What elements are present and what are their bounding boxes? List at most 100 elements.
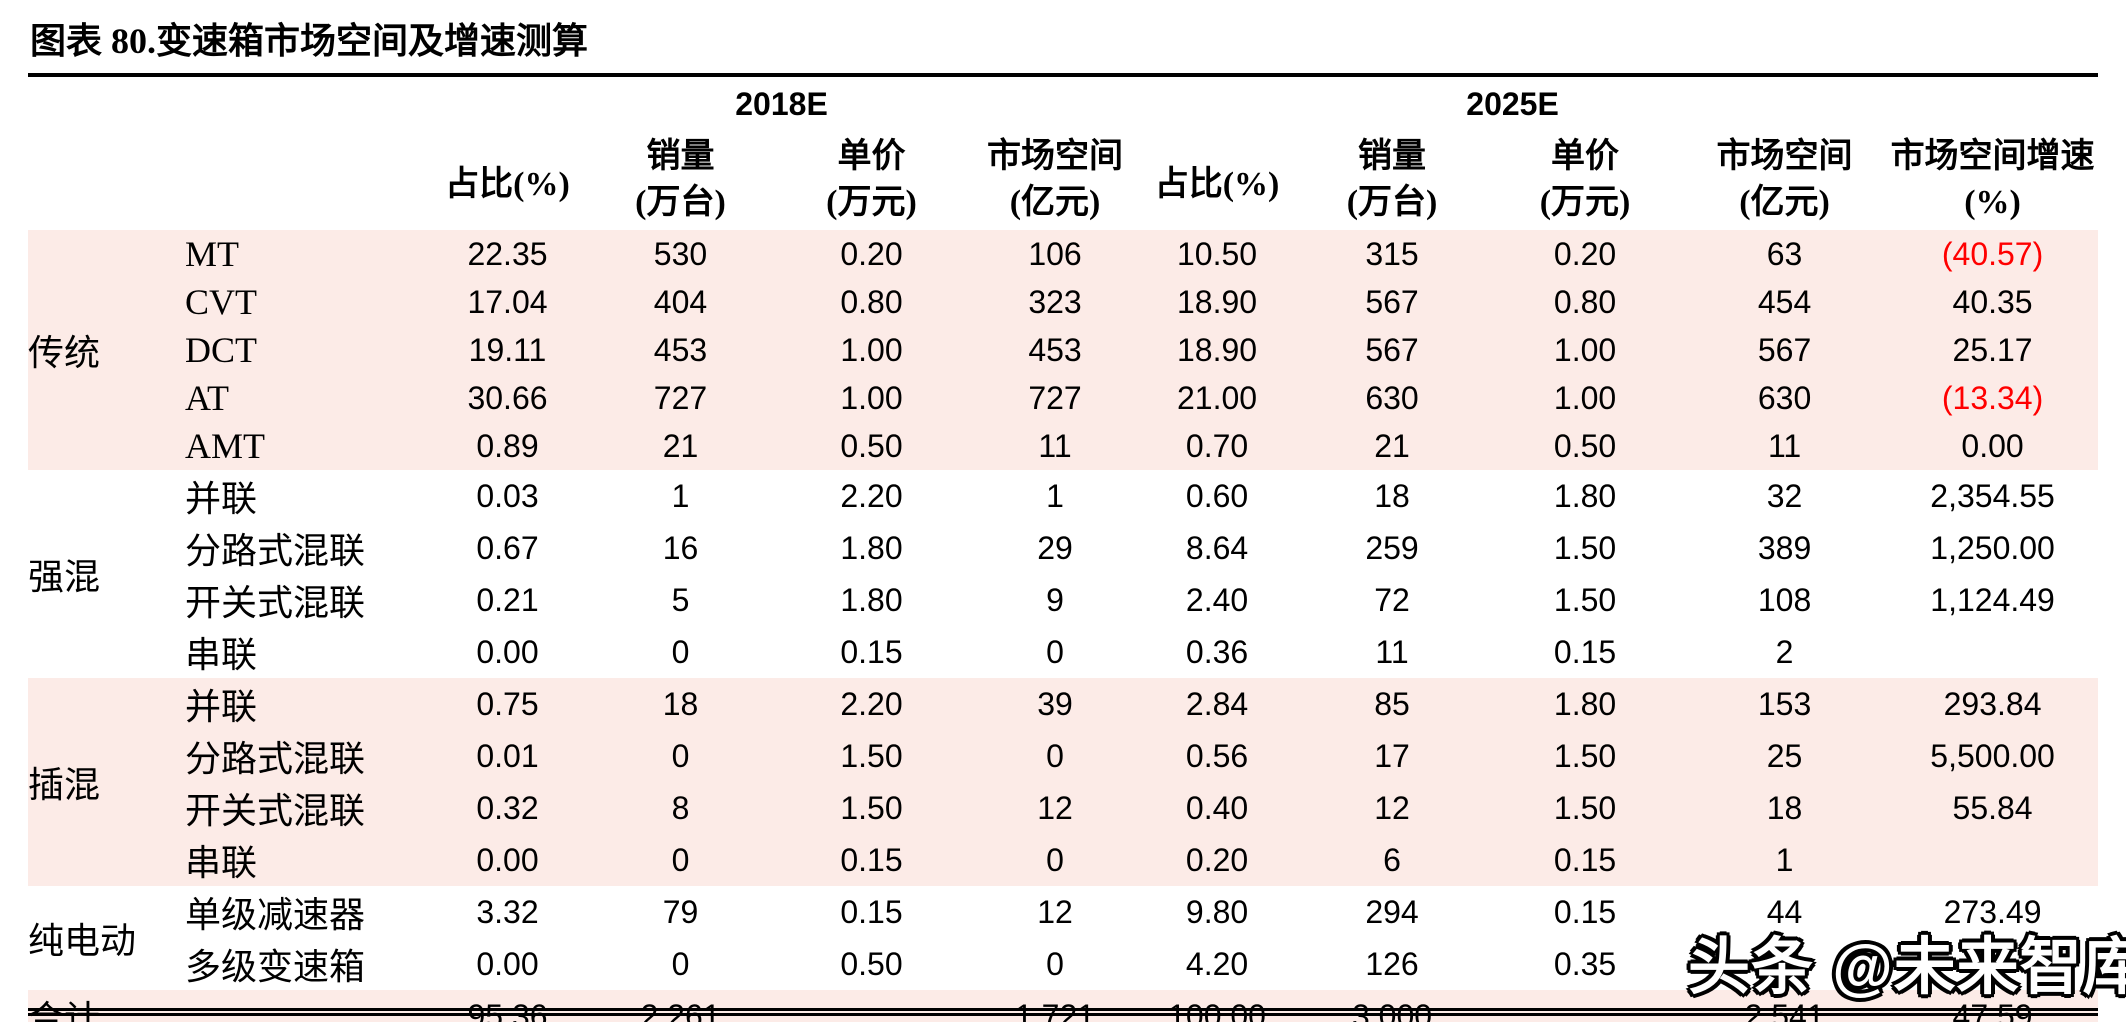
value-cell: 44 [1766,893,1803,930]
table-row: 分路式混联 0.67 16 1.80 29 8.64 259 1.50 389 … [28,522,2098,574]
value-cell: 63 [1682,230,1888,278]
value-cell: 1 [671,477,690,514]
col-header-volume-2025: 销量 (万台) [1346,138,1438,221]
value-cell: 2.40 [1185,581,1249,618]
value-cell: 1.50 [771,782,972,834]
col-header-share-2018: 占比(%) [445,165,570,203]
value-cell [771,990,972,1022]
value-cell: 21.00 [1138,374,1297,422]
value-cell: 567 [1682,326,1888,374]
value-cell: 454 [1682,278,1888,326]
value-cell: 2,261 [590,990,771,1022]
value-cell: 8 [590,782,771,834]
value-cell [1887,834,2099,886]
value-cell: 0.20 [1488,230,1683,278]
value-cell: 4.20 [1185,945,1249,982]
spacer-cell [1887,78,2098,130]
year-header-2025e: 2025E [1466,85,1559,122]
value-cell: 153 [1682,678,1888,730]
value-cell: 0.15 [771,834,972,886]
value-cell: 11 [1682,422,1888,470]
col-header-growth: 市场空间增速 (%) [1890,138,2095,221]
value-cell: 1 [1682,834,1888,886]
value-cell: 0.36 [1185,633,1249,670]
table-bottom-rule [28,1008,2098,1016]
value-cell: 404 [590,278,771,326]
value-cell: 0.32 [425,782,590,834]
value-cell: 0.20 [1138,834,1297,886]
value-cell: 0 [671,945,690,982]
value-cell: 1.50 [1488,730,1683,782]
value-cell: 1 [1046,477,1064,514]
value-cell: 0.01 [425,730,590,782]
row-label: DCT [185,326,425,374]
value-cell: 0.15 [1488,834,1683,886]
value-cell: 1.80 [840,529,903,566]
value-cell: 0.75 [425,678,590,730]
table-row: DCT 19.11 453 1.00 453 18.90 567 1.00 56… [28,326,2099,374]
value-cell: 9 [1046,581,1064,618]
value-cell: 1,124.49 [1930,581,2055,618]
value-cell: 315 [1296,230,1489,278]
value-cell: 3.32 [476,893,539,930]
value-cell: 530 [590,230,771,278]
table-row: 传统 MT 22.35 530 0.20 106 10.50 315 0.20 … [28,230,2099,470]
value-cell: 22.35 [425,230,590,278]
value-cell: 25.17 [1887,326,2099,374]
year-header-2018e: 2018E [735,85,828,122]
value-cell: 21 [1296,422,1489,470]
value-cell: 630 [1682,374,1888,422]
value-cell: 3,000 [1296,990,1489,1022]
value-cell: 0 [671,633,690,670]
value-cell: 1.80 [840,581,903,618]
value-cell: 85 [1296,678,1489,730]
table-row: 插混 并联 0.75 18 2.20 39 2.84 85 1.80 153 2… [28,678,2099,886]
spacer-cell [28,78,425,130]
group-label-pure-ev: 纯电动 [28,921,137,961]
value-cell: 1.50 [1488,782,1683,834]
value-cell: 0 [1046,945,1064,982]
value-cell: 1.00 [771,374,972,422]
value-cell: 0.00 [1887,422,2099,470]
value-cell: 727 [972,374,1139,422]
value-cell: 0.00 [425,834,590,886]
table-row: AMT 0.89 21 0.50 11 0.70 21 0.50 11 0.00 [28,422,2099,470]
value-cell: 0 [590,730,771,782]
row-label: AT [185,374,425,422]
value-cell: 2,541 [1682,990,1888,1022]
value-cell: 389 [1757,529,1812,566]
row-label: 并联 [185,678,425,730]
watermark: 头条 @未来智库 [1688,933,2126,1002]
figure-title: 图表 80.变速箱市场空间及增速测算 [30,21,589,61]
table-row: 串联 0.00 0 0.15 0 0.20 6 0.15 1 [28,834,2099,886]
table-row: 开关式混联 0.32 8 1.50 12 0.40 12 1.50 18 55.… [28,782,2099,834]
value-cell: 0 [972,730,1139,782]
row-label: MT [185,230,425,278]
value-cell: 17 [1296,730,1489,782]
value-cell: 79 [662,893,699,930]
total-row: 合计 95.36 2,261 1,721 100.00 3,000 2,541 … [28,990,2099,1022]
value-cell: 1,250.00 [1930,529,2055,566]
value-cell: 40.35 [1887,278,2099,326]
value-cell: 1.50 [1553,581,1617,618]
value-cell: 294 [1365,893,1419,930]
value-cell: 0.40 [1138,782,1297,834]
table-row: AT 30.66 727 1.00 727 21.00 630 1.00 630… [28,374,2099,422]
value-cell: 2 [1775,633,1794,670]
col-header-price-2025: 单价 (万元) [1539,138,1631,221]
value-cell: 72 [1374,581,1410,618]
table-row: 串联 0.00 0 0.15 0 0.36 11 0.15 2 [28,626,2098,678]
value-cell: 2.20 [840,477,903,514]
col-header-price-2018: 单价 (万元) [826,138,917,221]
col-header-share-2025: 占比(%) [1154,165,1280,203]
value-cell: 0.00 [476,633,539,670]
value-cell: 16 [662,529,699,566]
value-cell: 12 [1037,893,1073,930]
title-rule [28,73,2098,77]
col-header-market-2025: 市场空间 (亿元) [1716,138,1853,221]
value-cell: 21 [590,422,771,470]
value-cell: 30.66 [425,374,590,422]
value-cell: (13.34) [1887,374,2099,422]
value-cell: 2,354.55 [1930,477,2055,514]
value-cell: 0.67 [476,529,539,566]
